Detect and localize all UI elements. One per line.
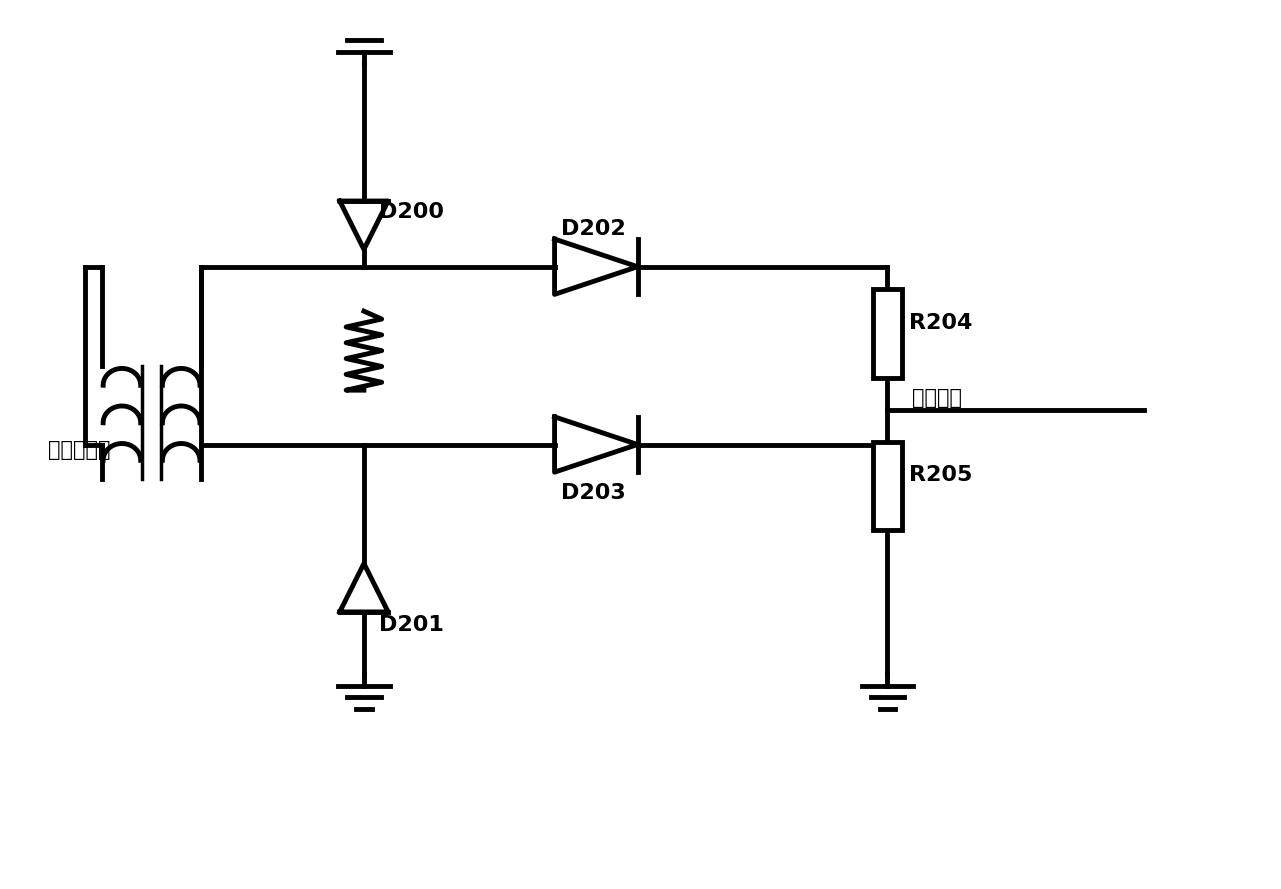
Text: R204: R204 [910, 313, 972, 332]
Bar [872, 442, 902, 531]
Text: D202: D202 [561, 219, 626, 239]
Text: D203: D203 [561, 483, 626, 503]
Text: D201: D201 [379, 615, 443, 635]
Text: 分压信号: 分压信号 [912, 388, 962, 408]
Text: D200: D200 [379, 203, 443, 222]
Text: 电流互感器: 电流互感器 [47, 440, 110, 461]
Bar [872, 290, 902, 379]
Text: R205: R205 [910, 465, 972, 485]
